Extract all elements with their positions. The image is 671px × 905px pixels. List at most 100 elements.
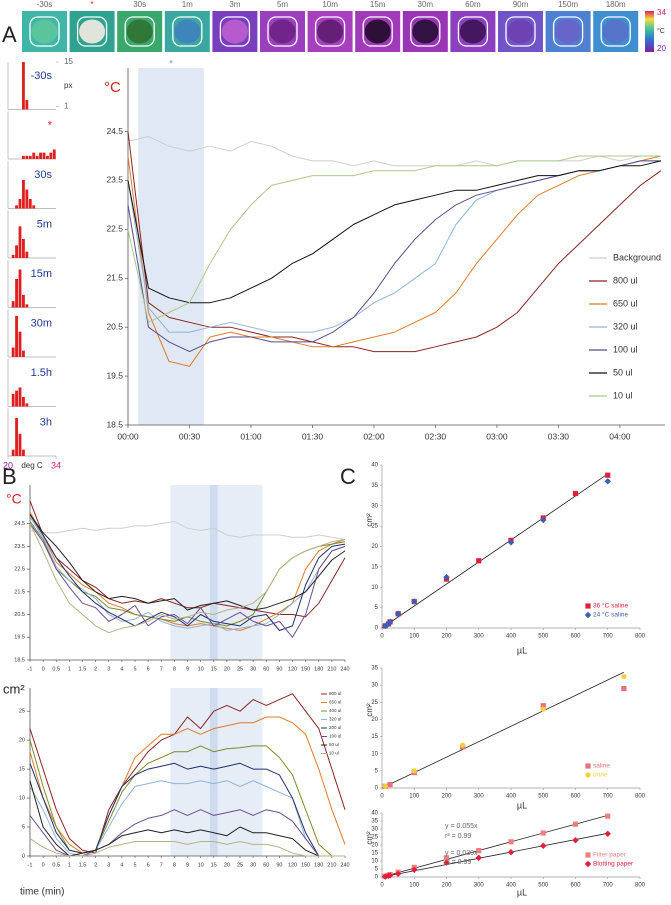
y-tick-label: 25 (371, 835, 378, 841)
histogram-bar (11, 449, 15, 456)
x-tick-label: 100 (409, 883, 420, 889)
data-point (411, 598, 418, 605)
x-tick-label: 700 (603, 634, 614, 640)
x-tick-label: 400 (506, 883, 517, 889)
series-line (29, 520, 346, 540)
data-point (540, 516, 547, 524)
y-tick-label: 0 (375, 626, 379, 632)
series-line (127, 155, 661, 323)
trend-line (381, 832, 608, 878)
image-label: 5m (277, 0, 288, 9)
histogram-bar (32, 205, 36, 209)
data-point (584, 611, 592, 619)
roi-outline (457, 16, 489, 47)
x-tick-label: 800 (635, 883, 646, 889)
legend-label: 400 ul (329, 708, 341, 713)
data-point (585, 763, 591, 769)
roi-outline (267, 16, 298, 47)
y-tick-label: 35 (371, 666, 378, 672)
series-line (127, 136, 661, 167)
histogram-bar (15, 315, 18, 357)
image-label: 30m (418, 0, 434, 9)
roi-outline (172, 16, 203, 47)
series-line (29, 838, 345, 857)
data-point (604, 830, 611, 837)
image-label: * (91, 0, 94, 9)
y-tick-label: 15 (371, 851, 378, 857)
histogram-title: -30s (31, 70, 53, 82)
data-point (382, 873, 389, 880)
histogram-bar (25, 403, 29, 407)
legend-label: urine (593, 772, 608, 779)
histogram-bar (39, 152, 42, 159)
x-tick-label: 300 (474, 883, 485, 889)
histogram-bar (15, 205, 18, 209)
series-line (29, 523, 346, 638)
data-point (572, 490, 579, 497)
x-tick-label: 500 (538, 794, 549, 800)
image-label: -30s (37, 0, 53, 9)
colorbar-unit: °C (657, 27, 665, 35)
x-tick-label: 02:00 (363, 431, 385, 441)
data-point (443, 855, 450, 861)
histogram-title: 30m (31, 317, 52, 329)
data-point (382, 622, 389, 630)
y-tick-label: 1 (64, 101, 69, 110)
y-tick-label: 20 (371, 544, 378, 550)
x-tick-label: -1 (28, 666, 33, 672)
y-tick-label: 0 (22, 853, 25, 859)
y-tick-label: 24.5 (14, 521, 25, 527)
y-tick-label: 25 (19, 709, 25, 715)
x-tick-label: 8 (173, 862, 176, 868)
x-axis-label: deg C (21, 461, 43, 470)
y-tick-label: 30 (371, 503, 378, 509)
x-tick-label: 0 (380, 883, 384, 889)
data-point (604, 478, 611, 485)
x-tick-label: 700 (603, 794, 614, 800)
x-tick-label: 34 (51, 460, 61, 470)
x-tick-label: -1 (28, 862, 33, 868)
image-label: 15m (370, 0, 386, 9)
histogram-bar (22, 397, 25, 407)
x-tick-label: 100 (409, 794, 420, 800)
x-tick-label: 9 (186, 666, 189, 672)
x-tick-label: 5 (133, 862, 136, 868)
histogram-bar (22, 294, 25, 308)
x-tick-label: 15 (211, 862, 217, 868)
histogram-title: 5m (37, 218, 52, 230)
histogram-title: 3h (40, 416, 52, 428)
shade-band (209, 688, 218, 856)
histogram-bar (15, 279, 18, 308)
x-tick-label: 9 (186, 862, 189, 868)
legend-label: Blotting paper (593, 861, 634, 868)
annotation: y = 0.055x (445, 823, 478, 830)
y-tick-label: 24.5 (106, 126, 123, 136)
data-point (411, 768, 417, 774)
y-tick-label: 5 (22, 824, 25, 830)
x-tick-label: 00:00 (117, 431, 139, 441)
image-label: 30s (133, 0, 146, 9)
thermal-spot (79, 19, 106, 44)
y-tick-label: 22.5 (14, 567, 25, 573)
x-tick-label: 120 (288, 666, 297, 672)
annotation: r² = 0.99 (445, 833, 471, 840)
histogram-bar (28, 155, 32, 159)
legend-label: 650 ul (613, 298, 638, 308)
thermal-spot (412, 19, 439, 44)
x-tick-label: 150 (301, 862, 310, 868)
x-tick-label: 5 (133, 666, 136, 672)
data-point (572, 821, 579, 827)
y-axis-label: cm² (365, 831, 374, 845)
x-tick-label: 20 (3, 460, 13, 470)
x-tick-label: 0 (380, 794, 384, 800)
histogram-bar (15, 245, 18, 258)
histogram-bar (15, 390, 18, 407)
x-axis-label: µL (517, 887, 527, 897)
y-tick-label: 15 (19, 767, 25, 773)
colorbar (645, 11, 654, 52)
legend-label: 100 ul (613, 344, 638, 354)
legend-label: 800 ul (329, 691, 341, 696)
thermal-spot (555, 19, 582, 44)
x-tick-label: 150 (301, 666, 310, 672)
x-tick-label: 2 (94, 862, 97, 868)
